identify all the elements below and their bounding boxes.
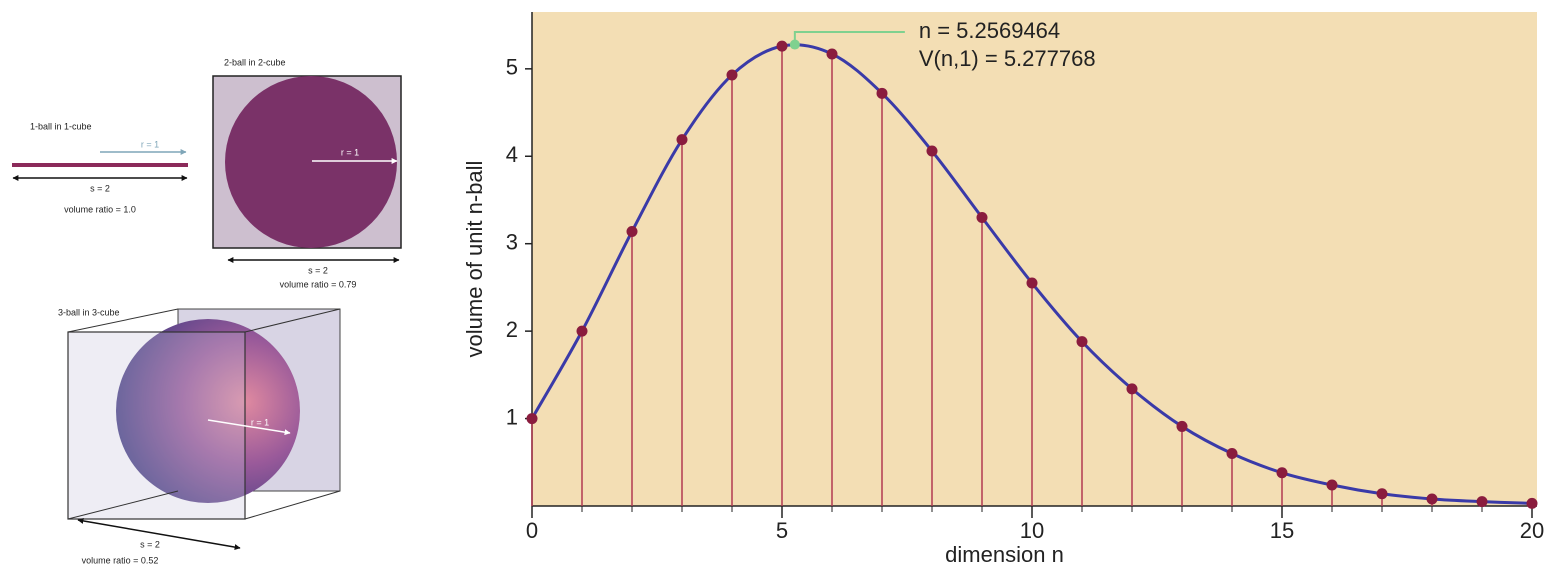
radius-label: r = 1 <box>141 139 159 149</box>
point <box>1076 336 1088 348</box>
point <box>1226 448 1238 460</box>
point <box>1476 496 1488 508</box>
side-label: s = 2 <box>308 265 328 275</box>
ball-2d <box>225 76 397 248</box>
point <box>1326 479 1338 491</box>
x-tick-label: 20 <box>1520 518 1544 543</box>
y-axis-label: volume of unit n-ball <box>462 161 487 358</box>
side-arrow <box>77 517 241 551</box>
plot-background <box>532 12 1537 506</box>
x-tick-label: 15 <box>1270 518 1294 543</box>
x-tick-label: 5 <box>776 518 788 543</box>
point <box>526 413 538 425</box>
point <box>1276 467 1288 479</box>
annotation-text: n = 5.2569464 <box>919 18 1060 43</box>
point <box>976 211 988 223</box>
point <box>1426 493 1438 505</box>
diagram-title: 2-ball in 2-cube <box>224 57 286 67</box>
cube-front <box>67 331 246 520</box>
side-label: s = 2 <box>140 539 160 549</box>
radius-label: r = 1 <box>251 417 269 427</box>
side-label: s = 2 <box>90 183 110 193</box>
diagram-title: 3-ball in 3-cube <box>58 307 120 317</box>
y-tick-label: 4 <box>506 142 518 167</box>
y-tick-label: 1 <box>506 404 518 429</box>
point <box>1526 497 1538 509</box>
ratio-label: volume ratio = 0.79 <box>280 279 357 289</box>
radius-label: r = 1 <box>341 147 359 157</box>
diagram-2: 2-ball in 2-cube r = 1 s = 2 volume rati… <box>212 57 402 289</box>
point <box>626 225 638 237</box>
point <box>1176 420 1188 432</box>
max-point <box>789 39 800 50</box>
ratio-label: volume ratio = 0.52 <box>82 555 159 565</box>
radius-arrow <box>207 419 291 436</box>
point <box>826 48 838 60</box>
ratio-label: volume ratio = 1.0 <box>64 204 136 214</box>
x-tick-label: 0 <box>526 518 538 543</box>
point <box>1026 277 1038 289</box>
point <box>726 69 738 81</box>
point <box>1376 488 1388 500</box>
curve <box>530 43 1533 505</box>
x-tick-label: 10 <box>1020 518 1044 543</box>
point <box>776 40 788 52</box>
ball-3d <box>116 319 300 503</box>
chart: 1 2 3 4 5 0 5 10 15 20 dimension n volume of unit n… <box>462 12 1544 567</box>
diagram-title: 1-ball in 1-cube <box>30 121 92 131</box>
point <box>876 87 888 99</box>
point <box>926 145 938 157</box>
cube-edges <box>67 308 341 520</box>
point <box>676 134 688 146</box>
diagram-3: 3-ball in 3-cube r = 1 s = 2 volume rati… <box>58 307 341 565</box>
y-tick-label: 3 <box>506 230 518 255</box>
point <box>576 325 588 337</box>
diagram-1: 1-ball in 1-cube r = 1 s = 2 volume rati… <box>12 121 188 214</box>
y-tick-label: 2 <box>506 317 518 342</box>
x-axis-label: dimension n <box>945 542 1064 567</box>
annotation-text: V(n,1) = 5.277768 <box>919 46 1096 71</box>
point <box>1126 383 1138 395</box>
y-tick-label: 5 <box>506 55 518 80</box>
